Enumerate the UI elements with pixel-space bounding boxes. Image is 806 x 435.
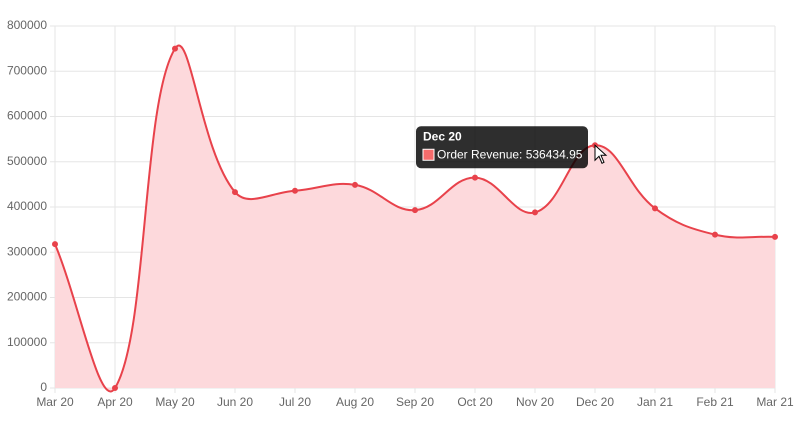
x-tick-label: Oct 20 [457, 395, 493, 409]
y-tick-label: 0 [40, 380, 47, 394]
x-tick-label: Mar 20 [36, 395, 74, 409]
x-tick-label: Aug 20 [336, 395, 374, 409]
x-tick-label: Feb 21 [696, 395, 734, 409]
point [652, 205, 658, 212]
point [532, 209, 538, 216]
tooltip-label: Order Revenue: 536434.95 [437, 147, 583, 161]
y-tick-label: 100000 [7, 335, 47, 349]
y-tick-label: 400000 [7, 199, 47, 213]
y-tick-label: 800000 [7, 18, 47, 32]
point [712, 231, 718, 238]
x-tick-label: Dec 20 [576, 395, 614, 409]
tooltip: Dec 20 Order Revenue: 536434.95 [416, 126, 588, 169]
x-tick-label: Mar 21 [756, 395, 794, 409]
point [472, 174, 478, 181]
point [112, 385, 118, 391]
area [55, 45, 775, 392]
point [292, 187, 298, 194]
x-tick-label: Jun 20 [217, 395, 253, 409]
point [772, 233, 778, 240]
x-tick-label: Sep 20 [396, 395, 434, 409]
point [52, 241, 58, 248]
x-tick-label: Jul 20 [279, 395, 311, 409]
y-tick-label: 200000 [7, 290, 47, 304]
y-tick-label: 300000 [7, 244, 47, 258]
y-tick-label: 600000 [7, 109, 47, 123]
cursor [594, 144, 608, 164]
y-tick-label: 500000 [7, 154, 47, 168]
point [412, 207, 418, 214]
point [172, 45, 178, 52]
point [232, 189, 238, 196]
x-tick-label: Jan 21 [637, 395, 673, 409]
line [54, 44, 776, 393]
x-tick-label: Nov 20 [516, 395, 554, 409]
tooltip-swatch [422, 148, 435, 161]
point [352, 181, 358, 188]
tooltip-box [416, 126, 588, 169]
x-tick-label: Apr 20 [97, 395, 133, 409]
tooltip-title: Dec 20 [423, 129, 462, 143]
x-tick-label: May 20 [155, 395, 195, 409]
y-tick-label: 700000 [7, 63, 47, 77]
